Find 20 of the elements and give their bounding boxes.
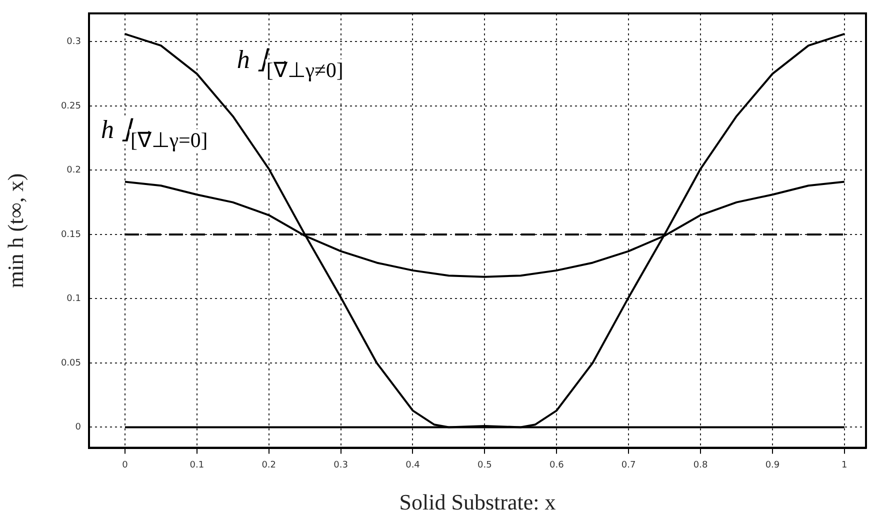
x-tick-label: 1 [842, 460, 848, 471]
x-tick-label: 0.8 [693, 460, 708, 471]
x-tick-label: 0.6 [549, 460, 564, 471]
y-tick-label: 0.2 [66, 166, 81, 176]
x-tick-label: 0.5 [478, 460, 492, 471]
x-tick-label: 0.1 [190, 460, 204, 471]
y-tick-label: 0 [75, 422, 82, 433]
x-tick-label: 0.4 [406, 460, 420, 471]
y-tick-label: 0.3 [66, 37, 81, 48]
x-tick-label: 0.7 [621, 460, 636, 471]
x-axis-title: Solid Substrate: x [399, 490, 556, 515]
y-tick-label: 0.05 [60, 358, 81, 368]
y-tick-label: 0.1 [66, 294, 81, 304]
y-tick-label: 0.15 [60, 230, 81, 240]
x-tick-label: 0.9 [765, 460, 780, 471]
y-axis-title: min h (t∞, x) [2, 173, 28, 288]
x-tick-label: 0 [122, 460, 128, 471]
x-tick-label: 0.2 [262, 460, 276, 471]
y-tick-label: 0.25 [60, 101, 81, 112]
x-tick-label: 0.3 [334, 460, 348, 471]
